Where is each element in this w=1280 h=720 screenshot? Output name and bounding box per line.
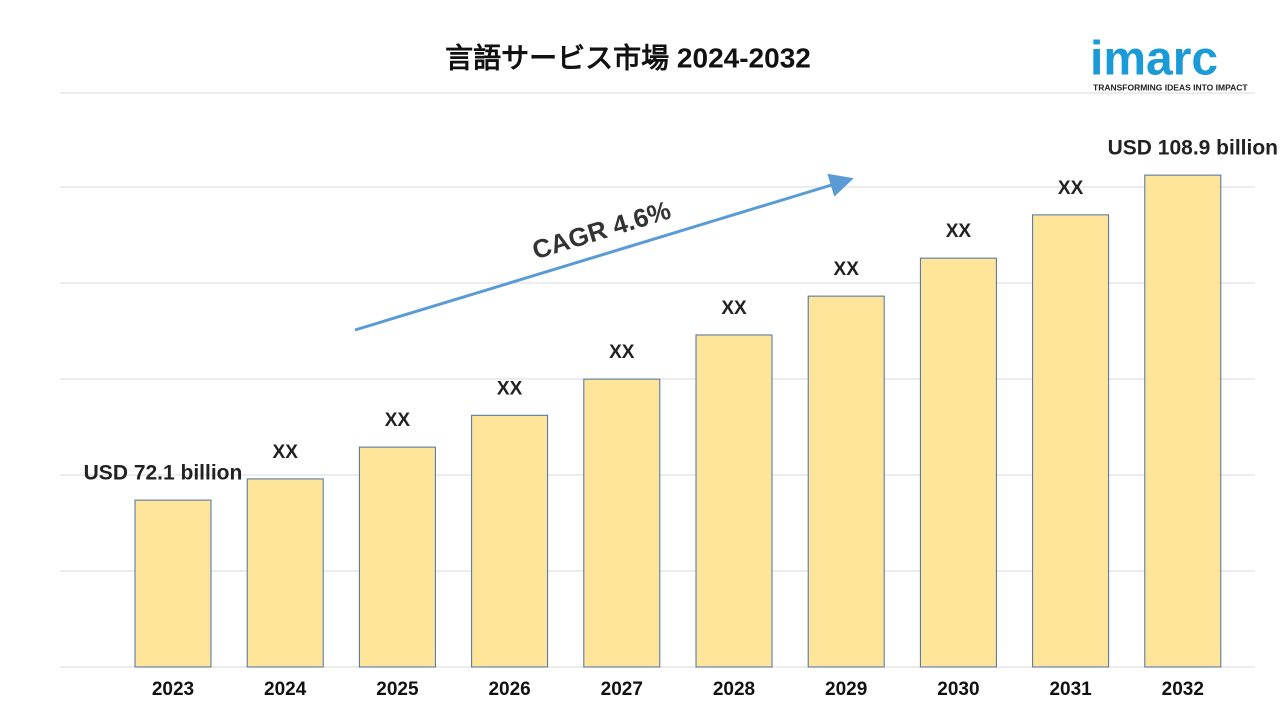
bar (358, 446, 436, 668)
chart-title: 言語サービス市場 2024-2032 (445, 41, 811, 73)
logo-name: imarc (1090, 33, 1218, 86)
bar (134, 499, 212, 668)
data-label: XX (1058, 178, 1084, 199)
bar (471, 414, 549, 668)
x-tick-label: 2023 (152, 679, 194, 700)
data-label: XX (609, 342, 635, 363)
bar (919, 257, 997, 668)
x-tick-label: 2032 (1162, 679, 1204, 700)
x-tick-label: 2031 (1049, 679, 1092, 700)
x-tick-label: 2028 (713, 679, 755, 700)
x-tick-label: 2024 (264, 679, 307, 700)
bar (1032, 214, 1110, 668)
x-tick-label: 2029 (825, 679, 867, 700)
bar (583, 378, 661, 668)
data-label: XX (385, 410, 411, 431)
data-label: XX (721, 298, 747, 319)
bar (695, 334, 773, 668)
x-tick-label: 2025 (376, 679, 419, 700)
bar (246, 478, 324, 668)
data-label: XX (273, 442, 299, 463)
x-tick-label: 2027 (601, 679, 643, 700)
data-label: XX (497, 378, 523, 399)
cagr-arrow (354, 173, 854, 332)
data-label: XX (834, 259, 860, 280)
logo-tagline: TRANSFORMING IDEAS INTO IMPACT (1093, 82, 1248, 92)
data-label: USD 72.1 billion (84, 462, 243, 485)
bar (1144, 174, 1222, 668)
data-label: XX (946, 221, 972, 242)
data-label: USD 108.9 billion (1108, 137, 1278, 160)
x-tick-label: 2026 (488, 679, 530, 700)
bar (807, 295, 885, 668)
x-tick-label: 2030 (937, 679, 979, 700)
